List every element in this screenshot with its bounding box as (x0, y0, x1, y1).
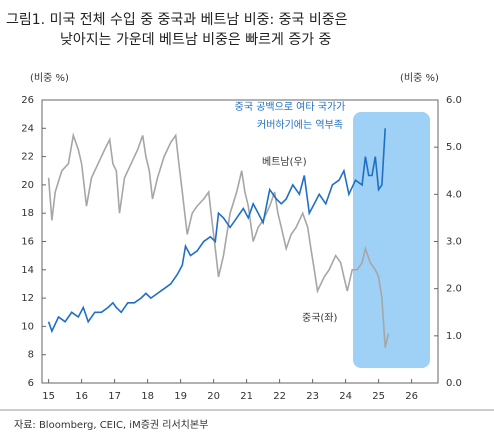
source: 자료: Bloomberg, CEIC, iM증권 리서치본부 (14, 419, 208, 431)
y-tick-label: 22 (21, 152, 34, 163)
x-tick-label: 23 (306, 391, 319, 402)
data-line (47, 128, 386, 334)
y-tick-label: 6 (28, 378, 34, 389)
x-tick-label: 18 (141, 391, 154, 402)
x-tick-label: 15 (42, 391, 55, 402)
highlight-box (353, 112, 430, 368)
y-tick-label: 26 (21, 95, 34, 106)
y2-tick-label: 5.0 (446, 142, 462, 153)
title-line: 그림1. 미국 전체 수입 중 중국과 베트남 비중: 중국 비중은 (6, 12, 348, 28)
x-tick-label: 16 (75, 391, 88, 402)
y-axis-label: (비중 %) (30, 72, 69, 84)
y-tick-label: 8 (28, 350, 34, 361)
y2-tick-label: 0.0 (446, 378, 462, 389)
legend-label: 베트남(우) (262, 156, 307, 168)
x-tick-label: 26 (405, 391, 418, 402)
x-tick-label: 19 (174, 391, 187, 402)
y-tick-label: 16 (21, 237, 34, 248)
annotation: 커버하기에는 역부족 (257, 118, 343, 131)
y2-tick-label: 4.0 (446, 189, 462, 200)
y-tick-label: 10 (21, 321, 34, 332)
data-line (47, 132, 390, 348)
y2-tick-label: 1.0 (446, 331, 462, 342)
y2-tick-label: 2.0 (446, 284, 462, 295)
y2-axis-label: (비중 %) (400, 72, 439, 84)
y-tick-label: 14 (21, 265, 34, 276)
x-tick-label: 21 (240, 391, 253, 402)
y-tick-label: 12 (21, 293, 34, 304)
x-tick-label: 25 (372, 391, 385, 402)
title-line: 낮아지는 가운데 베트남 비중은 빠르게 증가 중 (60, 32, 332, 48)
annotation: 중국 공백으로 여타 국가가 (235, 101, 346, 113)
x-tick-label: 17 (108, 391, 121, 402)
legend-label: 중국(좌) (302, 312, 338, 324)
y2-tick-label: 6.0 (446, 95, 462, 106)
y-tick-label: 20 (21, 180, 34, 191)
x-tick-label: 22 (273, 391, 286, 402)
y-tick-label: 18 (21, 208, 34, 219)
x-tick-label: 24 (339, 391, 352, 402)
y2-tick-label: 3.0 (446, 237, 462, 248)
x-tick-label: 20 (207, 391, 220, 402)
y-tick-label: 24 (21, 123, 34, 134)
